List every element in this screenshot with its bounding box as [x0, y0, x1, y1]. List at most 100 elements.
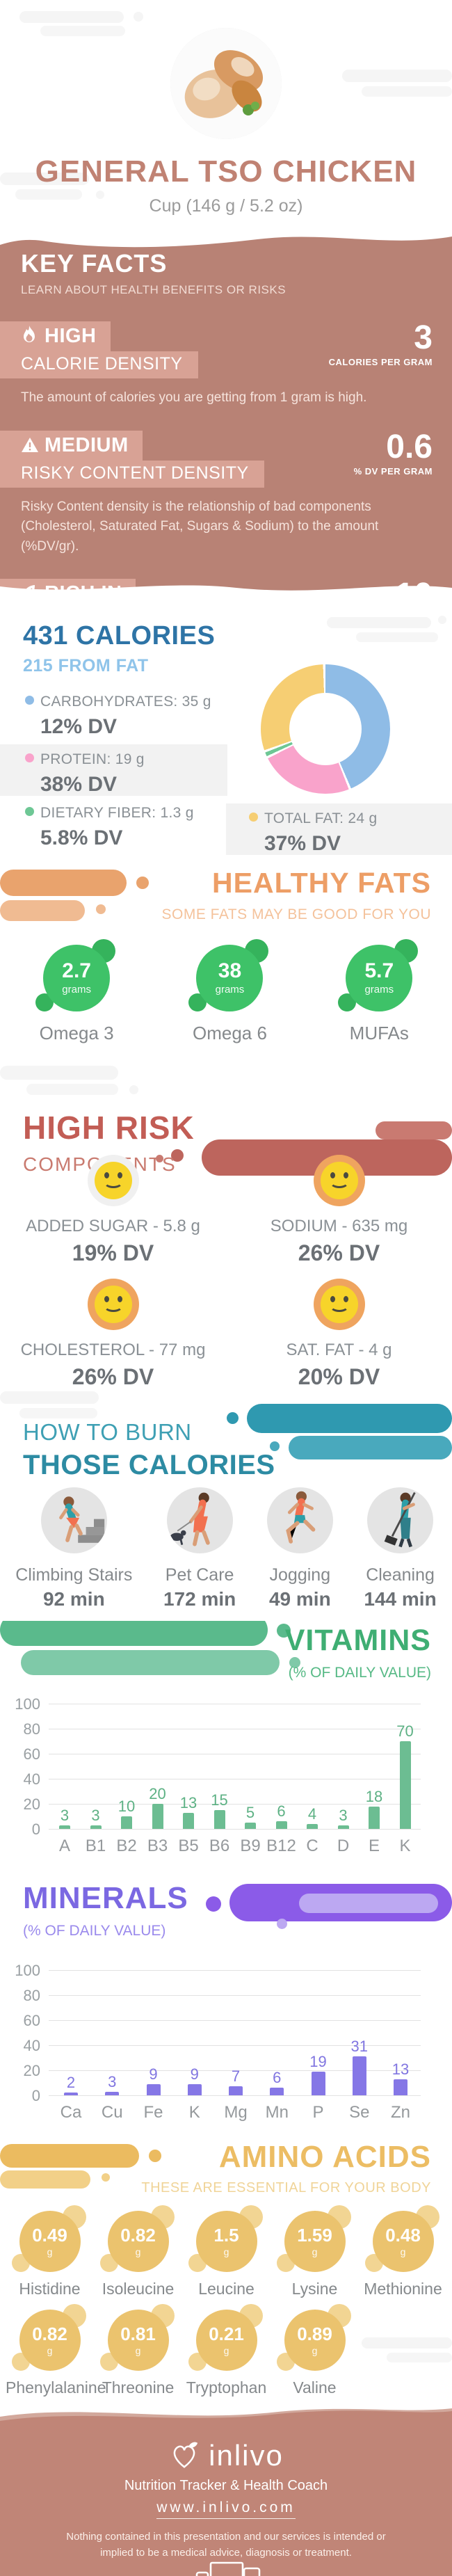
bar: [187, 2084, 202, 2095]
blob-value: 0.21: [209, 2323, 244, 2344]
bar-category-label: D: [337, 1837, 350, 1855]
activity-minutes: 92 min: [42, 1588, 105, 1610]
bar-value-label: 2: [66, 2074, 76, 2091]
decor-dot: [129, 1085, 138, 1094]
blob-card: 0.49 g Histidine: [6, 2205, 94, 2298]
blob-card: 0.48 g Methionine: [359, 2205, 447, 2298]
blob-value: 0.49: [32, 2224, 67, 2246]
y-tick-label: 60: [23, 1745, 40, 1763]
bar-value-label: 4: [307, 1805, 317, 1823]
blob-unit: g: [135, 2246, 141, 2257]
blob-card: 2.7 grams Omega 3: [35, 939, 116, 1044]
decor-dot: [102, 2173, 110, 2182]
blob-icon: 2.7 grams: [35, 939, 116, 1011]
bar: [399, 1741, 411, 1829]
decor-blob: [19, 11, 124, 23]
bar-value-label: 9: [149, 2065, 158, 2083]
page-title: GENERAL TSO CHICKEN: [35, 154, 417, 189]
y-tick-label: 100: [15, 1962, 40, 1979]
key-fact-value: 3: [414, 319, 433, 356]
bar-category-label: Zn: [390, 2103, 410, 2122]
key-facts-title: KEY FACTS: [21, 249, 168, 278]
key-fact-level-badge: MEDIUM: [0, 430, 143, 461]
risk-item: ADDED SUGAR - 5.8 g 19% DV: [0, 1155, 226, 1266]
bar-value-label: 31: [350, 2038, 368, 2055]
activity-label: Jogging: [269, 1565, 331, 1585]
bar-category-label: Se: [349, 2103, 370, 2122]
amino-acids-title: AMINO ACIDS: [218, 2140, 431, 2174]
healthy-fats-subtitle: SOME FATS MAY BE GOOD FOR YOU: [161, 906, 431, 922]
decor-blob: [362, 86, 452, 97]
risk-dv: 26% DV: [72, 1364, 154, 1389]
bar: [275, 1821, 287, 1829]
risk-label: ADDED SUGAR - 5.8 g: [26, 1217, 200, 1235]
blob-icon: 0.82 g: [11, 2304, 86, 2371]
key-fact-level-badge: HIGH: [0, 321, 111, 351]
key-fact-label: RISKY CONTENT DENSITY: [0, 460, 264, 488]
burn-calories-section: HOW TO BURN THOSE CALORIES Climbing Stai…: [0, 1391, 452, 1621]
blob-icon: 5.7 grams: [338, 939, 419, 1011]
activity-item: Climbing Stairs 92 min: [15, 1487, 132, 1610]
website-link[interactable]: www.inlivo.com: [156, 2499, 296, 2519]
key-fact-value-block: 0.6% DV PER GRAM: [354, 430, 433, 477]
wave-top: [0, 230, 452, 248]
bar-category-label: B2: [116, 1837, 137, 1855]
smiley-icon: [320, 1286, 358, 1323]
blob-unit: g: [312, 2246, 318, 2257]
key-fact-label-text: RISKY CONTENT DENSITY: [21, 463, 249, 483]
key-fact-description: The amount of calories you are getting f…: [21, 390, 367, 405]
blob-unit: g: [135, 2344, 141, 2356]
bar-value-label: 13: [392, 2061, 410, 2078]
bar: [90, 1825, 102, 1829]
decor-blob: [362, 2337, 452, 2349]
blob-icon: 0.48 g: [364, 2205, 439, 2272]
smiley-icon: [94, 1162, 132, 1199]
activity-item: Cleaning 144 min: [364, 1487, 437, 1610]
decor-dot: [227, 1412, 239, 1424]
blob-value: 1.5: [213, 2224, 239, 2246]
blob-unit: g: [312, 2344, 318, 2356]
decor-dot: [156, 1155, 163, 1162]
bar-category-label: B5: [178, 1837, 199, 1855]
key-fact-value-block: 3 CALORIES PER GRAM: [329, 319, 433, 368]
blob-icon: 0.82 g: [99, 2205, 175, 2272]
bar-category-label: Mn: [265, 2103, 289, 2122]
legend-item-fiber: DIETARY FIBER: 1.3 g 5.8% DV: [25, 805, 194, 850]
risk-item: CHOLESTEROL - 77 mg 26% DV: [0, 1279, 226, 1390]
legend-dot: [25, 696, 34, 705]
bar-value-label: 18: [365, 1788, 383, 1805]
decor-dot: [171, 1149, 184, 1162]
key-fact-description: Risky Content density is the relationshi…: [21, 499, 379, 554]
calories-from-fat: 215 FROM FAT: [23, 656, 149, 675]
decor-dot: [149, 2150, 161, 2162]
y-tick-label: 60: [23, 2012, 40, 2029]
bar: [152, 1804, 163, 1829]
serving-size: Cup (146 g / 5.2 oz): [149, 196, 303, 216]
bar-category-label: B3: [147, 1837, 168, 1855]
bar-value-label: 15: [211, 1791, 228, 1809]
bar: [307, 1824, 318, 1829]
bar: [121, 1816, 132, 1829]
blob-value: 38: [218, 959, 242, 982]
decor-dot: [438, 616, 446, 624]
activity-minutes: 172 min: [163, 1588, 236, 1610]
legend-label: TOTAL FAT: 24 g: [264, 810, 378, 826]
minerals-title: MINERALS: [23, 1881, 188, 1915]
risk-label: SODIUM - 635 mg: [270, 1217, 408, 1235]
blob-label: Leucine: [198, 2280, 255, 2298]
jogging-icon: [266, 1487, 333, 1553]
decor-blob: [376, 1121, 452, 1139]
bar-category-label: C: [306, 1837, 318, 1855]
chicken-photo-icon: [170, 28, 282, 139]
decor-dot: [136, 877, 149, 889]
bar-value-label: 3: [91, 1807, 100, 1824]
healthy-fats-cards: 2.7 grams Omega 3 38 grams Omega 6 5.7 grams MUF…: [0, 939, 452, 1044]
decor-dot: [134, 12, 143, 22]
devices-icon: [0, 2561, 452, 2576]
burn-title-line2: THOSE CALORIES: [23, 1450, 275, 1480]
bar: [311, 2072, 325, 2095]
decor-dot: [277, 1919, 287, 1929]
activity-minutes: 49 min: [268, 1588, 331, 1610]
blob-value: 0.81: [120, 2323, 156, 2344]
cleaning-icon: [367, 1487, 434, 1553]
